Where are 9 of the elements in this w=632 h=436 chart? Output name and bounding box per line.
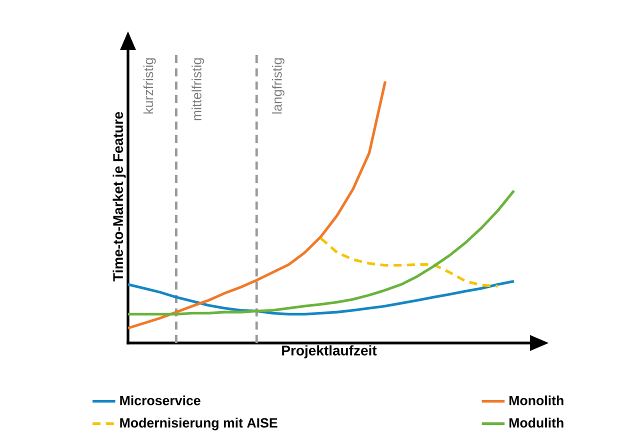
legend-label: Microservice bbox=[120, 395, 200, 406]
legend-label: Modulith bbox=[509, 418, 564, 428]
annotation: langfristig bbox=[272, 58, 284, 114]
legend-label: Modernisierung mit AISE bbox=[120, 418, 278, 430]
y-axis-title: Time-to-Market je Feature bbox=[112, 112, 126, 282]
legend-label: Monolith bbox=[509, 395, 564, 406]
x-axis-title: Projektlaufzeit bbox=[282, 345, 377, 358]
annotation: kurzfristig bbox=[143, 58, 156, 114]
annotation: mittelfristig bbox=[192, 58, 204, 120]
